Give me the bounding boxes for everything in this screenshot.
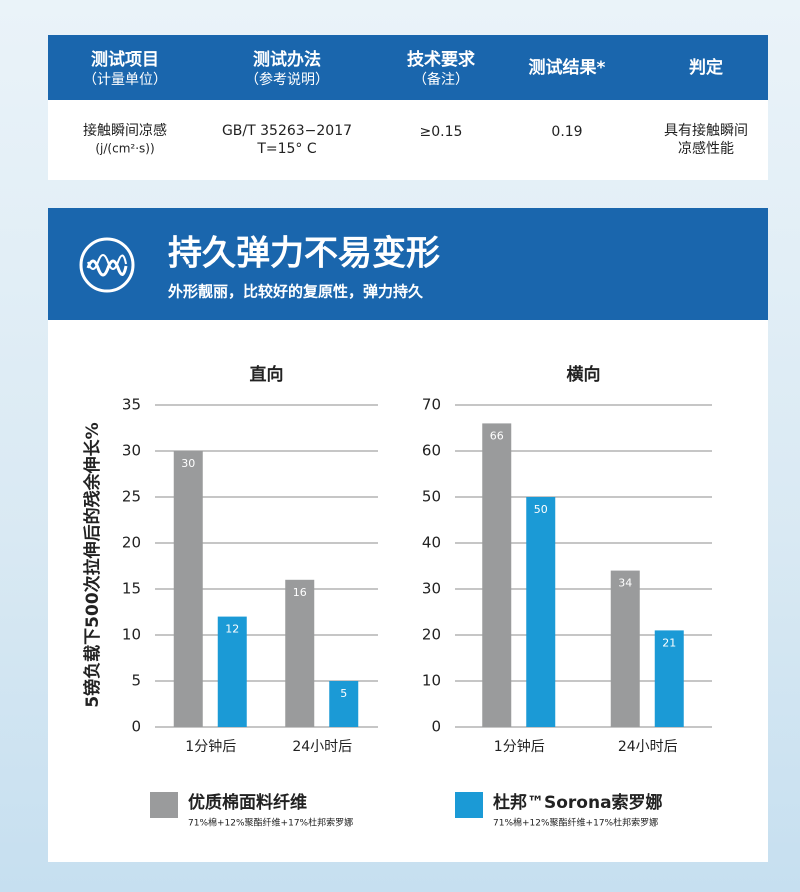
- bar-value-label: 30: [181, 457, 195, 470]
- y-tick-label: 0: [431, 718, 441, 736]
- bar-value-label: 12: [225, 623, 239, 636]
- legend-note: 71%棉+12%聚酯纤维+17%杜邦索罗娜: [493, 817, 658, 829]
- section-icon: [79, 237, 135, 293]
- table-cell: ≥0.15: [420, 124, 463, 140]
- y-tick-label: 0: [131, 718, 141, 736]
- bar: [610, 570, 640, 727]
- y-tick-label: 20: [122, 534, 141, 552]
- section-title: 持久弹力不易变形: [168, 234, 440, 274]
- table-header: 测试结果*: [529, 57, 606, 78]
- bar: [329, 681, 359, 727]
- bar-value-label: 21: [662, 636, 676, 649]
- table-header-sub: （计量单位）: [83, 72, 167, 88]
- y-tick-label: 60: [422, 442, 441, 460]
- table-row-bg: [48, 100, 768, 180]
- table-header: 测试办法: [253, 49, 321, 70]
- x-tick-label: 1分钟后: [185, 738, 236, 755]
- x-tick-label: 24小时后: [292, 739, 352, 755]
- table-cell: 0.19: [551, 124, 582, 140]
- table-cell: GB/T 35263−2017: [222, 123, 352, 139]
- table-cell: (j/(cm²·s)): [95, 142, 154, 156]
- table-cell: 具有接触瞬间: [664, 122, 748, 139]
- bar: [526, 497, 556, 727]
- table-cell: 接触瞬间凉感: [83, 122, 167, 139]
- y-tick-label: 15: [122, 580, 141, 598]
- bar: [173, 451, 203, 727]
- y-tick-label: 30: [422, 580, 441, 598]
- y-tick-label: 40: [422, 534, 441, 552]
- y-tick-label: 5: [131, 672, 141, 690]
- y-tick-label: 20: [422, 626, 441, 644]
- chart-title: 横向: [567, 364, 601, 385]
- y-tick-label: 25: [122, 488, 141, 506]
- y-tick-label: 35: [122, 396, 141, 414]
- table-header-sub: （参考说明）: [245, 71, 329, 88]
- bar-value-label: 5: [340, 687, 347, 700]
- y-tick-label: 70: [422, 396, 441, 414]
- table-header: 判定: [689, 57, 723, 78]
- y-tick-label: 30: [122, 442, 141, 460]
- legend-swatch: [150, 792, 178, 818]
- x-tick-label: 24小时后: [618, 739, 678, 755]
- section-subtitle: 外形靓丽，比较好的复原性，弹力持久: [167, 283, 424, 301]
- bar: [285, 579, 315, 727]
- y-axis-label: 5镑负载下500次拉伸后的残余伸长%: [82, 422, 103, 707]
- table-header: 技术要求: [407, 49, 475, 70]
- chart-panel: [48, 320, 768, 862]
- bar-value-label: 50: [534, 503, 548, 516]
- bar-value-label: 66: [490, 429, 504, 442]
- bar: [654, 630, 684, 727]
- table-header-bg: [48, 35, 768, 100]
- legend-label: 优质棉面料纤维: [188, 792, 307, 813]
- y-tick-label: 10: [422, 672, 441, 690]
- bar: [482, 423, 512, 727]
- table-header-sub: （备注）: [413, 71, 469, 88]
- bar-value-label: 34: [618, 577, 632, 590]
- legend-swatch: [455, 792, 483, 818]
- y-tick-label: 50: [422, 488, 441, 506]
- table-cell: 凉感性能: [678, 140, 734, 157]
- x-tick-label: 1分钟后: [494, 738, 545, 755]
- table-cell: T=15° C: [256, 141, 317, 157]
- section-header-bg: [48, 208, 768, 320]
- bar: [217, 616, 247, 727]
- table-header: 测试项目: [91, 49, 159, 70]
- legend-label: 杜邦™Sorona索罗娜: [493, 792, 663, 813]
- y-tick-label: 10: [122, 626, 141, 644]
- legend-note: 71%棉+12%聚酯纤维+17%杜邦索罗娜: [188, 817, 353, 829]
- bar-value-label: 16: [293, 586, 307, 599]
- chart-title: 直向: [250, 364, 284, 385]
